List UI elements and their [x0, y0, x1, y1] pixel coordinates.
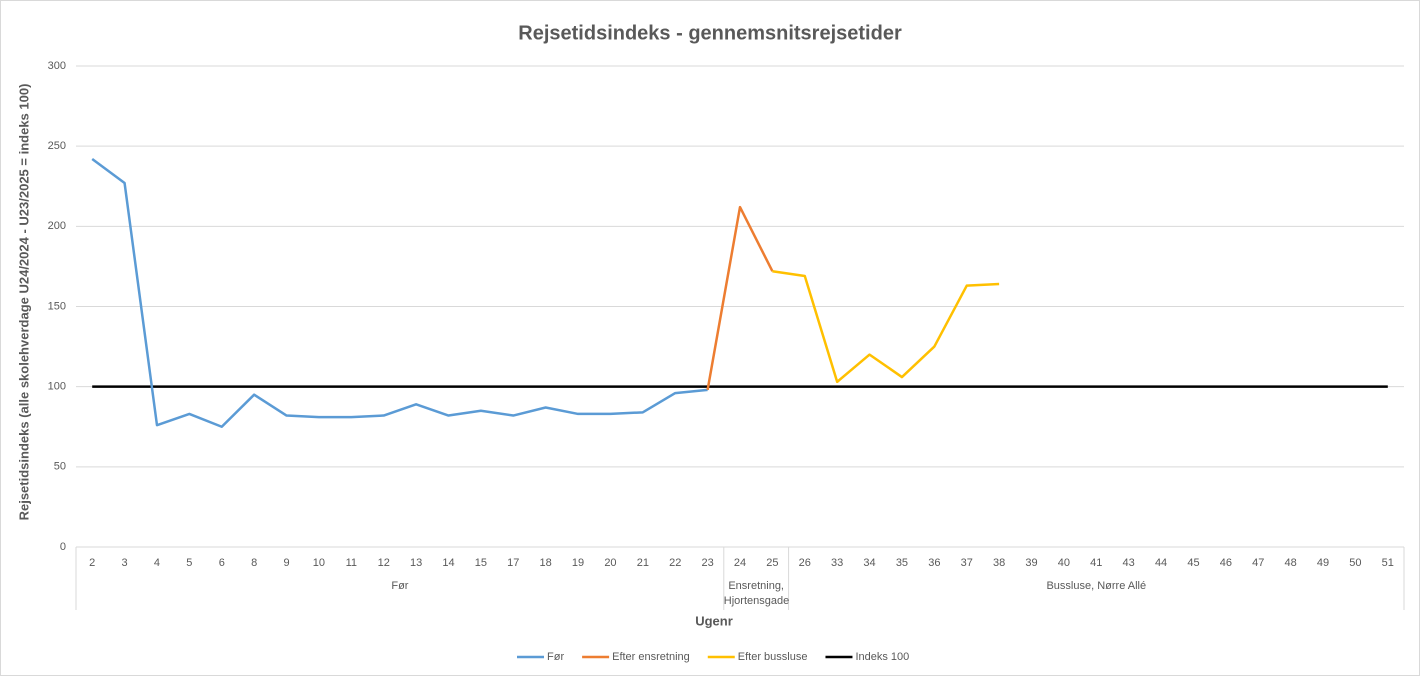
- x-tick-label: 14: [442, 557, 454, 569]
- group-label: Bussluse, Nørre Allé: [1046, 580, 1147, 592]
- y-tick-label: 250: [48, 140, 66, 152]
- group-label: Før: [391, 580, 409, 592]
- x-tick-label: 51: [1382, 557, 1394, 569]
- x-tick-label: 3: [122, 557, 128, 569]
- x-tick-label: 9: [283, 557, 289, 569]
- x-tick-label: 5: [186, 557, 192, 569]
- x-tick-label: 45: [1187, 557, 1199, 569]
- x-tick-label: 34: [863, 557, 875, 569]
- x-tick-label: 19: [572, 557, 584, 569]
- x-tick-label: 23: [701, 557, 713, 569]
- x-tick-label: 21: [637, 557, 649, 569]
- legend-label: Efter bussluse: [738, 651, 808, 663]
- x-tick-label: 18: [540, 557, 552, 569]
- x-tick-label: 50: [1349, 557, 1361, 569]
- x-tick-label: 12: [378, 557, 390, 569]
- legend-label: Før: [547, 651, 564, 663]
- x-tick-label: 4: [154, 557, 160, 569]
- x-tick-label: 46: [1220, 557, 1232, 569]
- series-line: [91, 157, 708, 428]
- x-tick-label: 2: [89, 557, 95, 569]
- y-tick-label: 0: [60, 541, 66, 553]
- x-tick-label: 48: [1285, 557, 1297, 569]
- x-tick-label: 22: [669, 557, 681, 569]
- x-tick-label: 37: [961, 557, 973, 569]
- group-label: Ensretning, Hjortensgade: [723, 580, 790, 607]
- x-tick-label: 44: [1155, 557, 1167, 569]
- x-tick-label: 17: [507, 557, 519, 569]
- x-tick-label: 24: [734, 557, 746, 569]
- x-tick-label: 35: [896, 557, 908, 569]
- y-tick-label: 300: [48, 60, 66, 72]
- x-tick-label: 38: [993, 557, 1005, 569]
- x-tick-label: 40: [1058, 557, 1070, 569]
- x-tick-label: 39: [1025, 557, 1037, 569]
- x-tick-label: 33: [831, 557, 843, 569]
- x-tick-label: 11: [346, 557, 357, 569]
- x-tick-label: 26: [799, 557, 811, 569]
- y-tick-label: 50: [54, 461, 66, 473]
- legend-label: Efter ensretning: [612, 651, 690, 663]
- series-line: [706, 205, 774, 391]
- x-tick-label: 41: [1090, 557, 1102, 569]
- x-tick-label: 43: [1123, 557, 1135, 569]
- x-axis-label: Ugenr: [695, 613, 733, 628]
- series-line: [772, 269, 1000, 384]
- y-tick-label: 100: [48, 381, 66, 393]
- y-axis-label: Rejsetidsindeks (alle skolehverdage U24/…: [16, 84, 31, 521]
- x-tick-label: 36: [928, 557, 940, 569]
- y-tick-label: 200: [48, 220, 66, 232]
- x-tick-label: 10: [313, 557, 325, 569]
- x-tick-label: 20: [604, 557, 616, 569]
- y-tick-label: 150: [48, 300, 66, 312]
- legend-label: Indeks 100: [855, 651, 909, 663]
- x-tick-label: 8: [251, 557, 257, 569]
- x-tick-label: 47: [1252, 557, 1264, 569]
- x-tick-label: 15: [475, 557, 487, 569]
- x-tick-label: 49: [1317, 557, 1329, 569]
- chart-title: Rejsetidsindeks - gennemsnitsrejsetider: [518, 22, 902, 44]
- x-tick-label: 6: [219, 557, 225, 569]
- x-tick-label: 25: [766, 557, 778, 569]
- x-tick-label: 13: [410, 557, 422, 569]
